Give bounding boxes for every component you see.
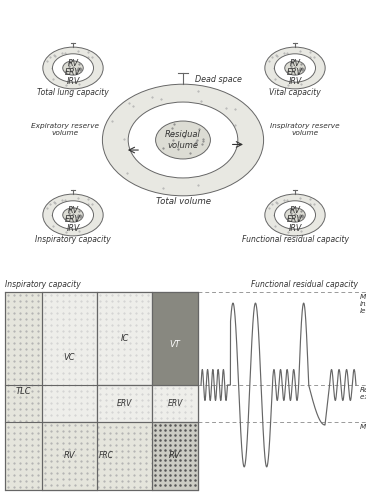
Bar bbox=[97, 385, 152, 422]
Text: Maximal
inspiratory
level: Maximal inspiratory level bbox=[360, 294, 366, 314]
Bar bbox=[42, 292, 97, 422]
Text: ERV: ERV bbox=[117, 399, 132, 408]
Ellipse shape bbox=[43, 47, 103, 89]
Bar bbox=[152, 292, 198, 385]
Text: IC: IC bbox=[120, 334, 129, 343]
Text: FRC: FRC bbox=[99, 452, 114, 460]
Ellipse shape bbox=[52, 201, 93, 229]
Text: Maximal expiratory level: Maximal expiratory level bbox=[360, 424, 366, 430]
Ellipse shape bbox=[128, 102, 238, 178]
Ellipse shape bbox=[274, 201, 315, 229]
Ellipse shape bbox=[102, 84, 264, 196]
Bar bbox=[152, 385, 198, 422]
Ellipse shape bbox=[285, 61, 305, 75]
Bar bbox=[97, 292, 152, 385]
Text: RV: RV bbox=[290, 206, 300, 215]
Bar bbox=[152, 422, 198, 490]
Bar bbox=[5, 292, 198, 490]
Ellipse shape bbox=[43, 194, 103, 236]
Text: ERV: ERV bbox=[287, 216, 303, 224]
Text: Total lung capacity: Total lung capacity bbox=[37, 88, 109, 96]
Text: ERV: ERV bbox=[167, 399, 183, 408]
Text: Inspiratory reserve
volume: Inspiratory reserve volume bbox=[270, 123, 340, 136]
Text: Functional residual capacity: Functional residual capacity bbox=[242, 234, 348, 244]
Text: Functional residual capacity: Functional residual capacity bbox=[251, 280, 358, 289]
Text: RV: RV bbox=[67, 206, 78, 215]
Text: VT: VT bbox=[169, 340, 180, 349]
Text: Expiratory reserve
volume: Expiratory reserve volume bbox=[31, 123, 99, 136]
Text: IRV: IRV bbox=[288, 78, 302, 86]
Text: RV: RV bbox=[64, 452, 75, 460]
Text: Vital capacity: Vital capacity bbox=[269, 88, 321, 96]
Text: Dead space: Dead space bbox=[195, 75, 242, 84]
Text: RV: RV bbox=[67, 59, 78, 68]
Text: ERV: ERV bbox=[65, 68, 81, 78]
Text: Resting
expiratory level: Resting expiratory level bbox=[360, 387, 366, 400]
Text: IRV: IRV bbox=[66, 78, 80, 86]
Ellipse shape bbox=[274, 54, 315, 82]
Text: RV: RV bbox=[290, 59, 300, 68]
Ellipse shape bbox=[156, 121, 210, 159]
Ellipse shape bbox=[265, 194, 325, 236]
Ellipse shape bbox=[52, 54, 93, 82]
Ellipse shape bbox=[63, 208, 83, 222]
Text: Inspiratory capacity: Inspiratory capacity bbox=[5, 280, 81, 289]
Text: Total volume: Total volume bbox=[156, 197, 210, 206]
Text: Residual
volume: Residual volume bbox=[165, 130, 201, 150]
Ellipse shape bbox=[63, 61, 83, 75]
Text: Inspiratory capacity: Inspiratory capacity bbox=[35, 234, 111, 244]
Text: ERV: ERV bbox=[65, 216, 81, 224]
Text: ERV: ERV bbox=[287, 68, 303, 78]
Bar bbox=[42, 422, 97, 490]
Text: VC: VC bbox=[64, 352, 75, 362]
Text: TLC: TLC bbox=[16, 386, 31, 396]
Ellipse shape bbox=[265, 47, 325, 89]
Text: IRV: IRV bbox=[288, 224, 302, 234]
Text: IRV: IRV bbox=[66, 224, 80, 234]
Text: RV: RV bbox=[169, 452, 181, 460]
Ellipse shape bbox=[285, 208, 305, 222]
